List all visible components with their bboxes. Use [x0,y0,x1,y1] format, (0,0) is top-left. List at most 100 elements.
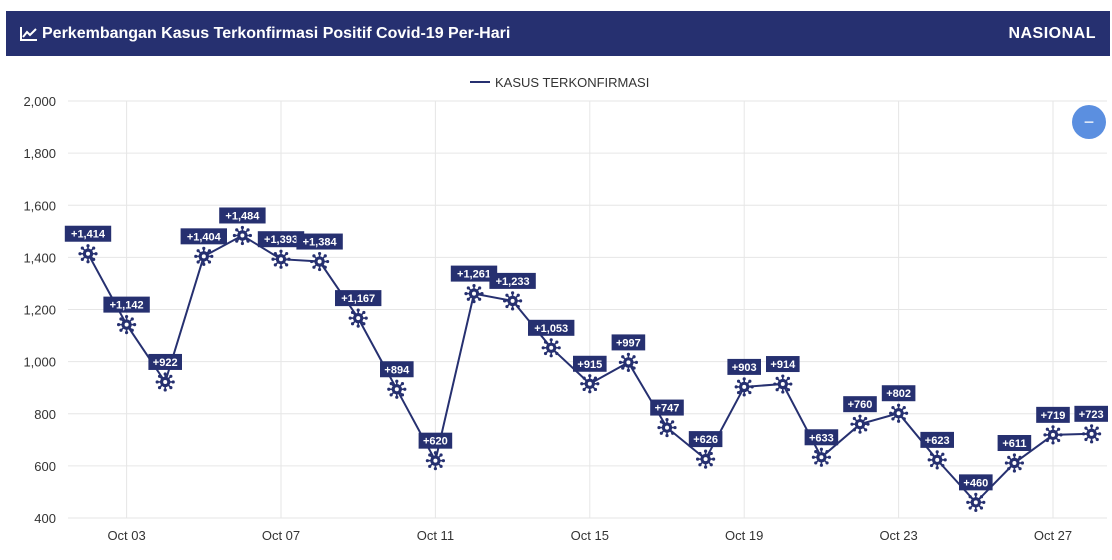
y-tick-label: 1,000 [23,355,56,370]
virus-icon [387,379,407,399]
data-label: +997 [616,337,641,349]
virus-icon [232,225,252,246]
chart-area: 400 600 800 1,000 1,200 1,400 1,600 1,800 2,000 O… [0,60,1112,555]
virus-icon [271,249,291,269]
data-label-box [920,431,954,448]
virus-icon [310,251,330,272]
data-label: +620 [423,436,448,448]
data-label-box [997,435,1032,452]
x-tick-label: Oct 03 [107,528,145,543]
x-tick-label: Oct 07 [262,528,300,543]
data-label: +747 [655,403,680,415]
data-label: +1,142 [110,300,144,312]
data-label: +719 [1041,410,1066,422]
data-label-box [180,228,227,245]
virus-icon [850,414,870,434]
virus-icon [348,308,368,328]
data-label: +1,404 [187,231,222,243]
y-tick-label: 2,000 [23,94,56,109]
data-label-box [650,399,684,416]
data-label: +723 [1079,409,1104,421]
data-label: +922 [153,357,178,369]
virus-icon [425,451,445,471]
virus-icon [927,450,947,470]
data-label: +1,053 [534,323,568,335]
data-label-box [418,432,453,449]
data-label-box [380,361,414,378]
data-label: +802 [886,388,911,400]
data-label: +623 [925,435,950,447]
line-chart: 400 600 800 1,000 1,200 1,400 1,600 1,800 2,000 O… [23,75,1108,543]
virus-icon [155,372,175,392]
virus-icon [734,377,754,397]
data-label-box [335,290,382,307]
y-tick-label: 1,800 [23,146,56,161]
x-tick-label: Oct 23 [879,528,917,543]
data-label: +1,414 [71,229,106,241]
data-label: +460 [963,477,988,489]
virus-icon [580,374,600,394]
title-wrap: Perkembangan Kasus Terkonfirmasi Positif… [20,25,510,43]
data-label: +1,384 [303,237,338,249]
data-label-box [843,396,877,413]
data-label-box [688,431,723,448]
data-label-box [881,385,916,402]
y-tick-label: 1,400 [23,250,56,265]
virus-icon [618,352,638,373]
y-tick-label: 1,200 [23,303,56,318]
virus-icon [1043,425,1063,445]
minus-icon: − [1083,112,1095,132]
virus-icon [117,315,137,335]
data-label: +1,261 [457,269,491,281]
zoom-out-button[interactable]: − [1072,105,1106,139]
data-label: +626 [693,434,718,446]
data-label: +1,393 [264,234,298,246]
data-label-box [219,207,266,224]
data-label: +914 [770,359,796,371]
x-tick-label: Oct 15 [571,528,609,543]
virus-icon [541,338,561,358]
data-label-box [573,355,607,372]
chart-title: Perkembangan Kasus Terkonfirmasi Positif… [42,24,511,42]
data-label-box [1074,405,1108,422]
data-label-box [103,296,150,313]
virus-icon [78,244,98,264]
data-label: +903 [732,362,757,374]
y-tick-label: 800 [34,407,56,422]
line-chart-icon [20,26,37,41]
y-tick-label: 1,600 [23,198,56,213]
data-label-box [727,358,761,375]
data-label-box [611,334,646,351]
virus-icon [773,374,793,394]
data-label: +894 [384,364,410,376]
data-label-box [450,265,498,282]
virus-icon [696,449,716,469]
virus-icon [464,284,484,304]
virus-icon [889,403,909,423]
virus-icon [1004,453,1024,473]
virus-icon [502,291,523,311]
virus-icon [1082,424,1102,444]
data-label: +611 [1002,438,1026,450]
virus-icon [966,492,986,512]
y-tick-label: 400 [34,511,56,526]
data-label: +633 [809,432,834,444]
data-label-box [489,272,536,289]
data-label-box [1036,406,1070,423]
data-label: +1,484 [225,210,260,222]
data-label-box [959,474,993,491]
data-label-box [148,353,182,370]
data-label-box [296,233,343,250]
data-label-box [804,429,839,446]
virus-icon [657,417,677,438]
x-tick-label: Oct 27 [1034,528,1072,543]
x-tick-label: Oct 11 [417,528,454,543]
data-label-box [766,356,800,373]
data-label: +760 [848,399,873,411]
x-tick-label: Oct 19 [725,528,763,543]
chart-header: Perkembangan Kasus Terkonfirmasi Positif… [6,11,1110,56]
virus-icon [194,246,214,266]
data-label-box [257,231,305,248]
legend-label: KASUS TERKONFIRMASI [495,75,649,90]
data-label-box [64,225,112,242]
